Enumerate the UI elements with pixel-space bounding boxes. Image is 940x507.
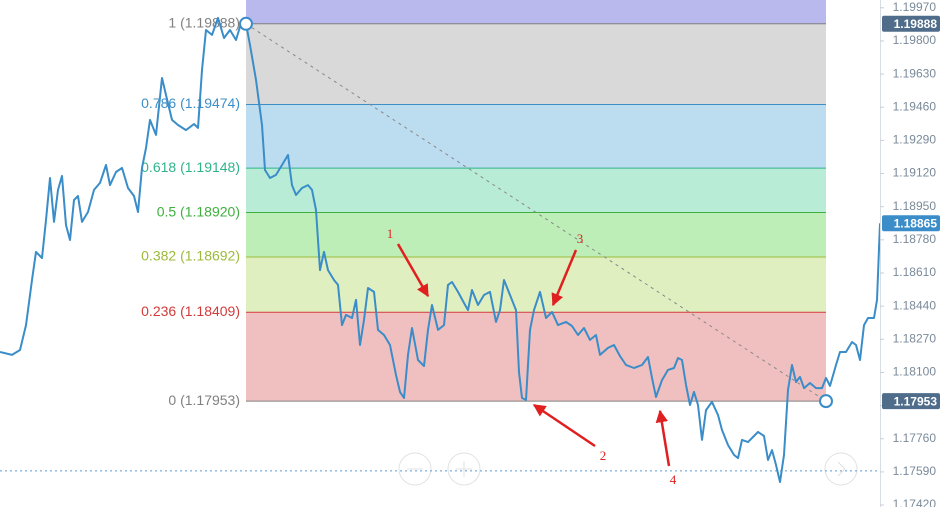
- fib-level-label: 0.236 (1.18409): [141, 303, 240, 319]
- y-tick-label: 1.19120: [893, 166, 937, 180]
- y-tick-label: 1.17760: [893, 431, 937, 445]
- fib-level-label: 0.382 (1.18692): [141, 248, 240, 264]
- price-tag-label: 1.19888: [894, 17, 938, 31]
- annotation-arrow: [551, 249, 578, 307]
- y-tick-label: 1.18440: [893, 298, 937, 312]
- fib-level-label: 1 (1.19888): [168, 14, 240, 30]
- y-axis-panel: [880, 0, 940, 507]
- y-tick-label: 1.19290: [893, 133, 937, 147]
- y-tick-label: 1.19630: [893, 66, 937, 80]
- fib-level-label: 0.5 (1.18920): [157, 203, 240, 219]
- y-tick-label: 1.17420: [893, 497, 937, 507]
- price-tag-box: [882, 15, 940, 32]
- y-tick-label: 1.19970: [893, 0, 937, 14]
- scroll-right-button[interactable]: [824, 452, 858, 486]
- y-tick-label: 1.18100: [893, 365, 937, 379]
- y-tick-label: 1.19800: [893, 33, 937, 47]
- fib-anchor: [819, 394, 833, 409]
- fib-level-label: 0.786 (1.19474): [141, 95, 240, 111]
- zoom-in-button[interactable]: [447, 452, 481, 486]
- y-tick-label: 1.18270: [893, 331, 937, 345]
- price-tag-box: [882, 215, 940, 232]
- y-tick-label: 1.18780: [893, 232, 937, 246]
- y-tick-label: 1.18950: [893, 199, 937, 213]
- annotation-label: 2: [600, 448, 607, 463]
- nav-buttons: [398, 452, 858, 486]
- fib-band: [246, 312, 826, 402]
- y-tick-label: 1.18610: [893, 265, 937, 279]
- annotation-label: 4: [670, 472, 677, 487]
- fib-band: [246, 212, 826, 258]
- fib-anchor: [239, 16, 253, 31]
- zoom-out-button[interactable]: [398, 452, 432, 486]
- fib-band: [246, 0, 826, 24]
- y-tick-label: 1.19460: [893, 99, 937, 113]
- annotation-arrow: [532, 403, 596, 448]
- price-line: [0, 16, 881, 483]
- annotation-label: 3: [577, 231, 584, 246]
- annotation-arrow: [396, 243, 430, 298]
- fib-band: [246, 23, 826, 105]
- price-tag-label: 1.18865: [894, 216, 938, 230]
- chevron-icon: [837, 461, 846, 477]
- fib-level-label: 0 (1.17953): [168, 392, 240, 408]
- fib-level-label: 0.618 (1.19148): [141, 159, 240, 175]
- price-tag-label: 1.17953: [894, 394, 938, 408]
- annotation-label: 1: [387, 226, 394, 241]
- fib-band: [246, 104, 826, 169]
- annotation-arrow: [655, 409, 671, 467]
- price-tag-box: [882, 393, 940, 410]
- fib-band: [246, 168, 826, 213]
- fib-trend-line: [245, 23, 827, 402]
- y-tick-label: 1.17590: [893, 464, 937, 478]
